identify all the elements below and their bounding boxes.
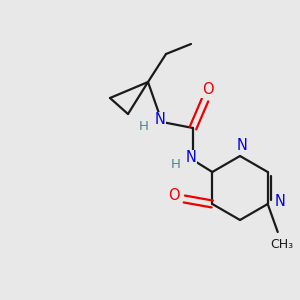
Text: N: N (154, 112, 165, 128)
Text: O: O (169, 188, 180, 203)
Text: N: N (237, 139, 248, 154)
Text: N: N (186, 151, 196, 166)
Text: H: H (171, 158, 181, 172)
Text: CH₃: CH₃ (270, 238, 293, 250)
Text: O: O (202, 82, 214, 98)
Text: N: N (274, 194, 285, 209)
Text: H: H (139, 119, 149, 133)
